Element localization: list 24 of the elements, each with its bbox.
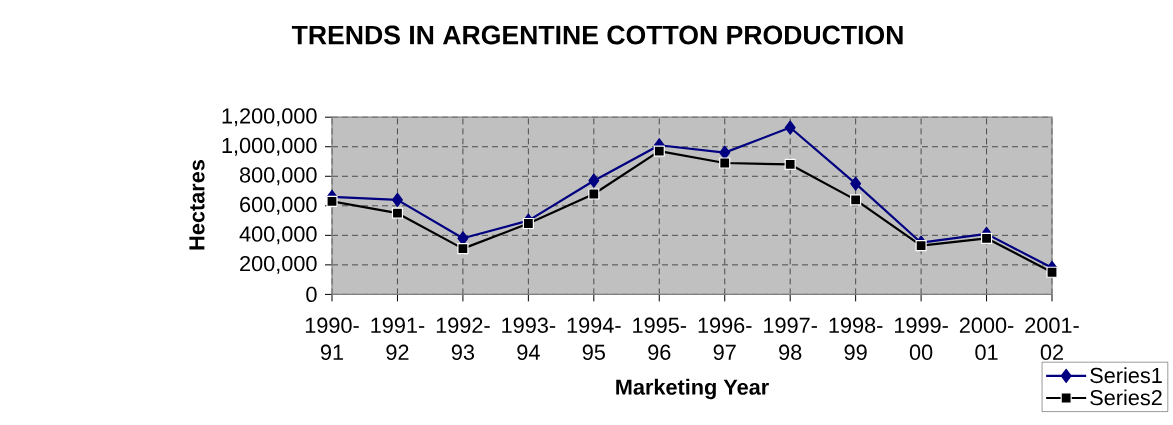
x-tick-label: 1999-00 (895, 317, 948, 360)
x-axis-title: Marketing Year (616, 378, 769, 400)
y-tick-label: 1,200,000 (222, 108, 317, 127)
x-tick-label: 1990-91 (305, 317, 359, 360)
x-tick-label: 2000-01 (959, 317, 1014, 360)
y-tick-label: 200,000 (240, 255, 317, 274)
x-tick-label: 1996-97 (698, 317, 752, 360)
y-tick-label: 600,000 (240, 196, 317, 215)
x-tick-label: 1995-96 (633, 317, 687, 360)
legend-label: Series1 (1090, 367, 1162, 384)
x-tick-label: 1991-92 (371, 317, 425, 360)
y-axis-title: Hectares (189, 160, 205, 250)
legend-label: Series2 (1090, 389, 1162, 406)
chart-title: TRENDS IN ARGENTINE COTTON PRODUCTION (291, 25, 903, 45)
y-tick-label: 1,000,000 (222, 137, 317, 156)
x-tick-label: 1993-94 (502, 317, 556, 360)
x-tick-label: 1998-99 (829, 317, 883, 360)
x-tick-label: 1997-98 (764, 317, 817, 360)
x-tick-label: 1994-95 (567, 317, 621, 360)
x-tick-label: 2001-02 (1025, 317, 1079, 360)
y-tick-label: 400,000 (239, 226, 317, 245)
y-tick-label: 800,000 (239, 167, 317, 186)
y-tick-label: 0 (306, 286, 317, 303)
x-tick-label: 1992-93 (436, 317, 490, 360)
